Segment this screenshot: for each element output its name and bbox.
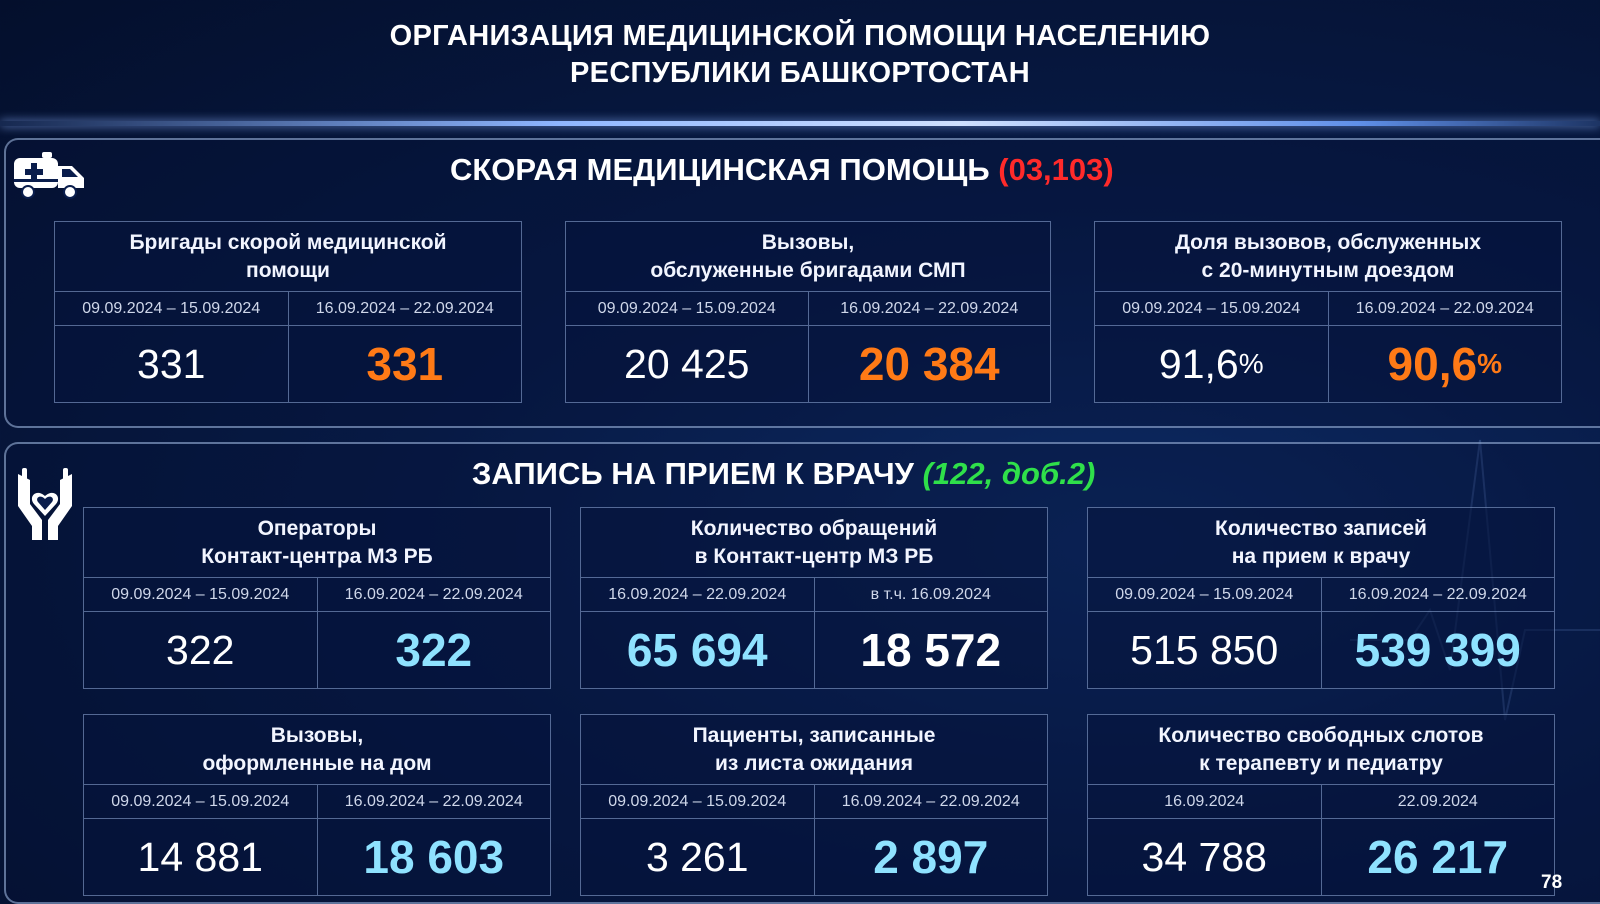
value-number: 91,6	[1158, 340, 1239, 387]
card-header-line: оформленные на дом	[202, 751, 432, 775]
page-title-line-1: ОРГАНИЗАЦИЯ МЕДИЦИНСКОЙ ПОМОЩИ НАСЕЛЕНИЮ	[389, 20, 1211, 52]
ambulance-phone: (03,103)	[998, 152, 1114, 187]
card-header: Количество обращений в Контакт-центр МЗ …	[581, 508, 1047, 578]
value-previous: 14 881	[137, 833, 263, 880]
period-label: 16.09.2024 – 22.09.2024	[813, 785, 1047, 819]
period-label: 09.09.2024 – 15.09.2024	[84, 785, 317, 819]
card-header-line: в Контакт-центр МЗ РБ	[694, 544, 934, 568]
hands-heart-icon	[18, 468, 72, 540]
period-label: 16.09.2024 – 22.09.2024	[1327, 292, 1561, 326]
card-header-line: помощи	[246, 258, 330, 282]
value-previous: 91,6%	[1095, 326, 1328, 402]
period-label: 16.09.2024 – 22.09.2024	[581, 578, 814, 612]
card-header-line: обслуженные бригадами СМП	[650, 258, 966, 282]
percent-sign: %	[1238, 348, 1264, 379]
appointment-phone: (122, доб.2)	[922, 456, 1096, 491]
period-label: 09.09.2024 – 15.09.2024	[84, 578, 317, 612]
value-previous: 515 850	[1130, 626, 1279, 673]
card-header-line: с 20-минутным доездом	[1201, 258, 1455, 282]
card-ambulance-20min-share: Доля вызовов, обслуженных с 20-минутным …	[1094, 221, 1562, 403]
card-header-line: Вызовы,	[761, 230, 855, 254]
period-label: 09.09.2024 – 15.09.2024	[55, 292, 288, 326]
card-ambulance-calls: Вызовы, обслуженные бригадами СМП 09.09.…	[565, 221, 1051, 403]
value-current: 331	[287, 326, 522, 402]
card-header: Вызовы, оформленные на дом	[84, 715, 550, 785]
card-header: Пациенты, записанные из листа ожидания	[581, 715, 1047, 785]
value-current: 539 399	[1320, 612, 1555, 688]
card-header-line: Пациенты, записанные	[692, 723, 936, 747]
ambulance-section-title: СКОРАЯ МЕДИЦИНСКАЯ ПОМОЩЬ (03,103)	[450, 150, 1114, 190]
card-header: Количество записей на прием к врачу	[1088, 508, 1554, 578]
period-label: 22.09.2024	[1320, 785, 1554, 819]
percent-sign: %	[1477, 348, 1502, 379]
value-current: 20 384	[807, 326, 1051, 402]
value-previous: 322	[166, 626, 235, 673]
card-contact-center-operators: Операторы Контакт-центра МЗ РБ 09.09.202…	[83, 507, 551, 689]
card-contact-center-requests: Количество обращений в Контакт-центр МЗ …	[580, 507, 1048, 689]
value-previous: 20 425	[624, 340, 750, 387]
card-header-line: Бригады скорой медицинской	[129, 230, 447, 254]
card-header-line: к терапевту и педиатру	[1199, 751, 1443, 775]
value-current: 18 603	[316, 819, 551, 895]
appointment-title-text: ЗАПИСЬ НА ПРИЕМ К ВРАЧУ	[472, 456, 914, 491]
value-previous: 3 261	[645, 833, 749, 880]
period-label: 09.09.2024 – 15.09.2024	[1088, 578, 1321, 612]
value-current: 90,6%	[1327, 326, 1562, 402]
card-header-line: на прием к врачу	[1231, 544, 1411, 568]
card-header-line: Количество свободных слотов	[1158, 723, 1484, 747]
page-number: 78	[1541, 872, 1563, 893]
card-waiting-list-patients: Пациенты, записанные из листа ожидания 0…	[580, 714, 1048, 896]
period-label: 09.09.2024 – 15.09.2024	[566, 292, 808, 326]
title-divider	[0, 121, 1600, 126]
card-home-visits: Вызовы, оформленные на дом 09.09.2024 – …	[83, 714, 551, 896]
card-ambulance-teams: Бригады скорой медицинской помощи 09.09.…	[54, 221, 522, 403]
value-period-total: 65 694	[626, 624, 768, 676]
value-number: 90,6	[1387, 338, 1478, 390]
card-header-line: Операторы	[257, 516, 377, 540]
value-previous: 331	[137, 340, 206, 387]
period-label: 09.09.2024 – 15.09.2024	[581, 785, 814, 819]
card-header-line: Количество записей	[1215, 516, 1427, 540]
value-previous: 34 788	[1141, 833, 1267, 880]
period-label: 09.09.2024 – 15.09.2024	[1095, 292, 1328, 326]
period-label: в т.ч. 16.09.2024	[813, 578, 1047, 612]
ambulance-icon	[14, 152, 84, 199]
card-header: Доля вызовов, обслуженных с 20-минутным …	[1095, 222, 1561, 292]
page-title: ОРГАНИЗАЦИЯ МЕДИЦИНСКОЙ ПОМОЩИ НАСЕЛЕНИЮ…	[0, 18, 1600, 92]
appointment-section-title: ЗАПИСЬ НА ПРИЕМ К ВРАЧУ (122, доб.2)	[472, 454, 1095, 494]
period-label: 16.09.2024	[1088, 785, 1321, 819]
page-title-line-2: РЕСПУБЛИКИ БАШКОРТОСТАН	[570, 57, 1030, 89]
card-header: Количество свободных слотов к терапевту …	[1088, 715, 1554, 785]
card-header-line: Количество обращений	[690, 516, 938, 540]
card-header-line: Контакт-центра МЗ РБ	[201, 544, 433, 568]
card-free-slots: Количество свободных слотов к терапевту …	[1087, 714, 1555, 896]
value-current: 2 897	[813, 819, 1048, 895]
card-header: Бригады скорой медицинской помощи	[55, 222, 521, 292]
period-label: 16.09.2024 – 22.09.2024	[807, 292, 1050, 326]
card-header-line: из листа ожидания	[714, 751, 914, 775]
value-current: 26 217	[1320, 819, 1555, 895]
card-header: Вызовы, обслуженные бригадами СМП	[566, 222, 1050, 292]
period-label: 16.09.2024 – 22.09.2024	[316, 578, 550, 612]
period-label: 16.09.2024 – 22.09.2024	[287, 292, 521, 326]
value-single-day: 18 572	[813, 612, 1048, 688]
card-header-line: Вызовы,	[270, 723, 364, 747]
period-label: 16.09.2024 – 22.09.2024	[316, 785, 550, 819]
value-current: 322	[316, 612, 551, 688]
card-doctor-appointments: Количество записей на прием к врачу 09.0…	[1087, 507, 1555, 689]
ambulance-title-text: СКОРАЯ МЕДИЦИНСКАЯ ПОМОЩЬ	[450, 152, 990, 187]
period-label: 16.09.2024 – 22.09.2024	[1320, 578, 1554, 612]
card-header-line: Доля вызовов, обслуженных	[1174, 230, 1482, 254]
card-header: Операторы Контакт-центра МЗ РБ	[84, 508, 550, 578]
